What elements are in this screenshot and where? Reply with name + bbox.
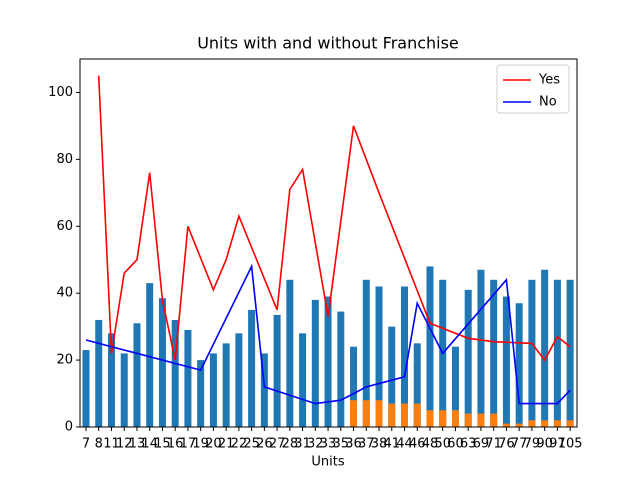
bar [554,420,561,427]
bar [299,333,306,427]
bar [274,315,281,427]
bar [248,310,255,427]
bar [490,414,497,427]
bar [567,420,574,427]
bar [477,270,484,427]
bar [477,414,484,427]
bar [401,404,408,427]
y-tick-label: 100 [48,85,73,100]
bar [146,283,153,427]
bar [490,280,497,427]
legend-label: Yes [538,73,560,88]
bar [439,410,446,427]
bar [528,280,535,427]
bar [541,420,548,427]
y-tick-label: 40 [56,286,73,301]
bar [414,404,421,427]
legend-label: No [539,95,557,110]
bar [95,320,102,427]
bar [503,424,510,427]
bar [426,266,433,427]
bar [133,323,140,427]
bar [516,303,523,427]
chart-title: Units with and without Franchise [197,34,459,53]
bar [388,404,395,427]
x-axis-label: Units [311,455,344,470]
bar [363,400,370,427]
y-tick-label: 0 [65,420,73,435]
bar [121,353,128,427]
bar [516,424,523,427]
x-tick-label: 105 [558,437,583,452]
bar [567,280,574,427]
bar [350,400,357,427]
clip-cover [578,0,640,480]
bar [528,420,535,427]
bar [465,290,472,427]
bar [452,410,459,427]
bar [312,300,319,427]
bar [465,414,472,427]
bar [426,410,433,427]
y-tick-label: 60 [56,219,73,234]
bar [376,400,383,427]
bar [210,353,217,427]
bar [184,330,191,427]
x-tick-label: 7 [82,437,90,452]
bar [503,297,510,427]
bar [235,333,242,427]
x-tick-label: 8 [95,437,103,452]
bar [159,298,166,427]
bar [223,343,230,427]
bar [337,312,344,427]
y-tick-label: 20 [56,353,73,368]
bar [286,280,293,427]
y-tick-label: 80 [56,152,73,167]
bar [554,280,561,427]
bar [83,350,90,427]
